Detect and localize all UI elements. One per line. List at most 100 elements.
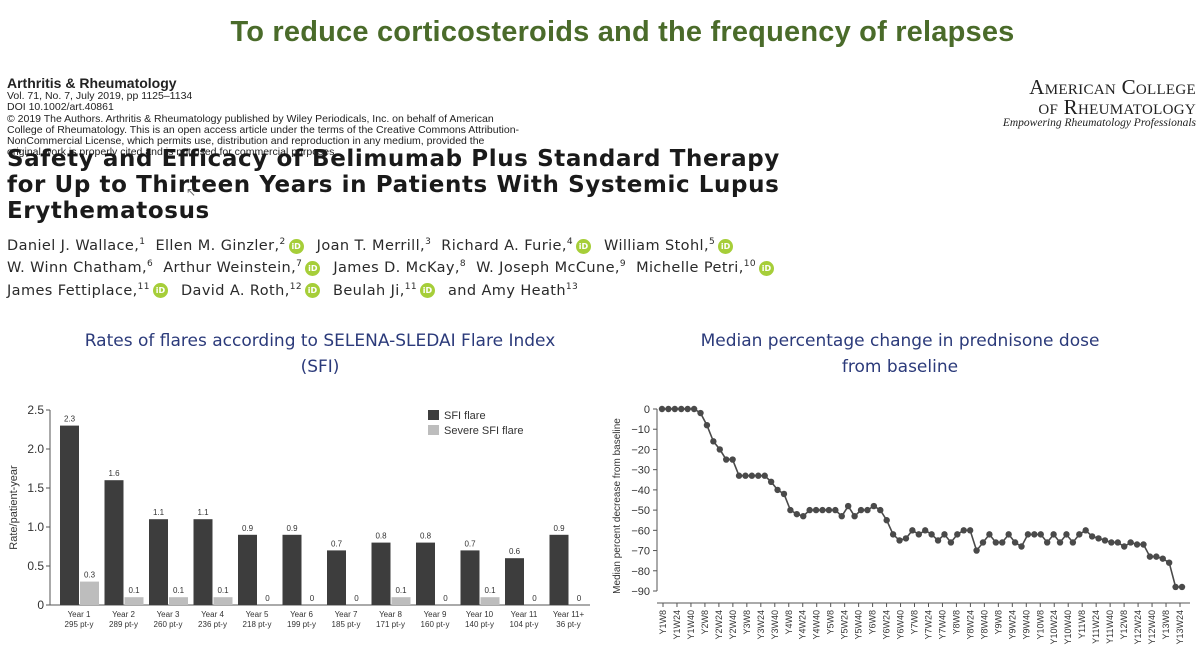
author-name: James D. McKay, [333,260,460,277]
x-tick-label: Y5W40 [854,610,864,640]
author-name: Beulah Ji, [333,282,405,299]
data-point [960,527,967,534]
x-tick-label: Year 6 [290,610,313,619]
caption-line: Median percentage change in prednisone d… [700,331,1100,351]
data-point [864,506,871,514]
x-tick-label: Year 11 [511,610,538,619]
bar-value-label: 0 [532,594,537,603]
x-tick-label: Y3W24 [756,610,766,640]
x-tick-label: Y12W24 [1133,610,1143,645]
data-point [877,506,884,514]
bar-sfi-flare [282,534,302,605]
data-point [1043,539,1051,546]
data-point [1178,583,1186,591]
bar-value-label: 0.3 [84,571,96,580]
x-tick-sublabel: 260 pt-y [154,620,183,629]
orcid-icon[interactable]: iD [288,238,304,254]
data-point [973,547,980,554]
x-tick-label: Y8W8 [951,610,961,635]
bar-value-label: 0.8 [375,532,387,541]
x-tick-sublabel: 218 pt-y [243,620,272,629]
data-point [1095,535,1102,542]
data-point [909,527,916,534]
bar-sfi-flare [327,550,346,605]
data-point [966,527,974,534]
x-tick-label: Y3W8 [742,610,752,635]
orcid-icon[interactable]: iD [576,238,591,254]
bar-severe-sfi-flare [480,597,500,605]
x-tick-label: Y1W8 [658,610,668,635]
bar-value-label: 0.1 [128,586,140,595]
prednisone-line-chart: 0 −10 −20 −30 −40 −50 −60 −70 −80 −90 Median perce… [612,404,1190,645]
data-point [690,405,698,413]
y-tick-label: −60 [631,525,650,537]
y-tick-label: 2.5 [27,403,44,417]
author-name: Ellen M. Ginzler, [155,237,280,254]
orcid-icon[interactable]: iD [305,261,321,277]
x-tick-sublabel: 104 pt-y [510,620,539,629]
data-point [954,531,961,538]
orcid-icon[interactable]: iD [304,283,320,299]
orcid-icon[interactable]: iD [152,283,168,299]
x-tick-label: Y13W24 [1175,610,1185,645]
x-tick-label: Year 2 [112,610,135,619]
x-tick-sublabel: 295 pt-y [65,620,94,629]
x-tick-sublabel: 199 pt-y [287,620,316,629]
data-point [748,472,756,479]
data-point [1011,539,1019,546]
bar-sfi-flare [238,534,257,605]
author-affiliation: 1 [139,237,146,247]
y-tick-label: −10 [631,424,650,436]
y-axis-label: Median percent decrease from baseline [612,418,623,594]
data-point [857,506,865,514]
bar-value-label: 0 [354,594,359,603]
mouse-cursor-icon: ↖ [186,185,197,199]
x-tick-sublabel: 160 pt-y [421,620,450,629]
author-affiliation: 10 [743,259,756,270]
paper-title-line: Erythematosus [7,198,210,224]
x-tick-label: Y6W40 [896,610,906,640]
data-point [1127,539,1134,546]
x-tick-label: Y11W24 [1091,610,1101,644]
data-point [1031,531,1038,538]
data-point [1114,539,1122,546]
bar-sfi-flare [371,542,391,605]
data-point [992,539,1000,546]
y-tick-label: −30 [631,465,650,477]
author-affiliation: 6 [147,259,154,270]
y-tick-label: 0 [37,598,44,612]
x-tick-label: Y10W40 [1063,610,1073,645]
x-tick-label: Year 8 [379,610,402,619]
data-point [999,539,1006,546]
x-tick-label: Y10W24 [1049,610,1059,645]
data-point [1172,583,1179,591]
data-point [915,531,922,538]
orcid-icon[interactable]: iD [419,283,435,299]
orcid-icon[interactable]: iD [718,238,734,254]
data-point [1076,531,1083,538]
data-point [844,502,852,510]
data-point [1108,539,1115,546]
legend-label: Severe SFI flare [444,425,523,437]
x-tick-label: Year 11+ [553,610,585,619]
data-point [761,472,768,479]
copyright-line: NonCommercial License, which permits use… [7,135,485,148]
y-tick-label: 0.5 [27,559,44,573]
author-affiliation: 11 [137,281,150,292]
x-tick-label: Y10W8 [1035,610,1045,640]
bar-value-label: 1.6 [108,469,120,478]
data-point [1018,543,1025,550]
orcid-icon[interactable]: iD [759,261,774,277]
bar-value-label: 0.8 [420,532,432,541]
x-tick-label: Year 3 [157,610,180,619]
bar-sfi-flare [416,542,435,605]
author-line: Daniel J. Wallace,1 Ellen M. Ginzler,2 iD… [7,233,1187,255]
x-tick-label: Y12W8 [1119,610,1129,640]
x-tick-label: Y8W24 [965,610,975,640]
data-point [780,490,788,498]
author-name: Joan T. Merrill, [316,237,426,254]
data-point [793,510,801,518]
data-point [684,405,691,413]
x-tick-label: Y11W40 [1105,610,1115,644]
bar-sfi-flare [460,550,480,605]
